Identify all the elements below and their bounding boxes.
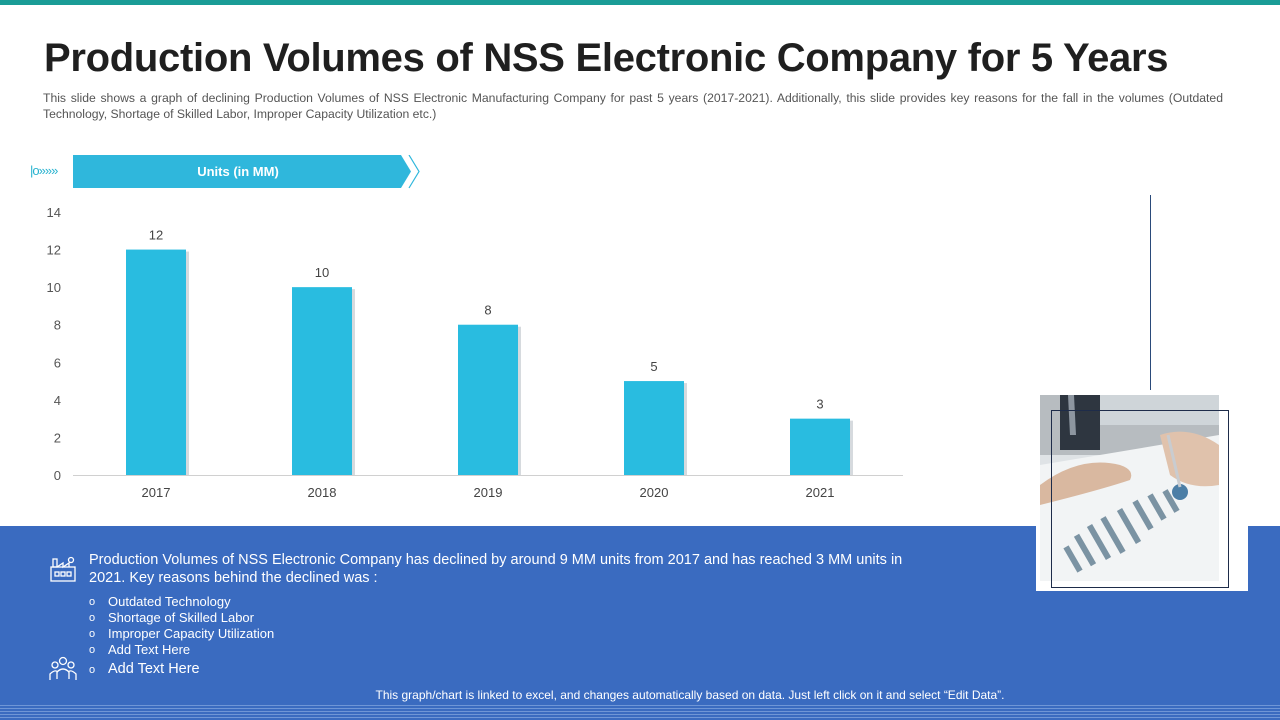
y-tick-label: 8 — [54, 318, 61, 333]
x-tick-label: 2017 — [142, 485, 171, 500]
bullet-marker: o — [89, 664, 96, 676]
footer-note: This graph/chart is linked to excel, and… — [375, 688, 1005, 702]
y-tick-label: 6 — [54, 355, 61, 370]
page-subtitle: This slide shows a graph of declining Pr… — [43, 91, 1223, 121]
list-item: o Outdated Technology — [89, 594, 274, 610]
list-item: o Add Text Here — [89, 642, 274, 658]
reason-text: Add Text Here — [108, 642, 191, 657]
factory-icon — [50, 556, 76, 582]
x-tick-label: 2020 — [640, 485, 669, 500]
units-marker: |o»»» — [30, 163, 58, 178]
reason-text: Shortage of Skilled Labor — [108, 610, 254, 625]
bullet-marker: o — [89, 644, 96, 656]
list-item: o Shortage of Skilled Labor — [89, 610, 274, 626]
bar[interactable] — [624, 381, 684, 475]
bottom-stripes — [0, 703, 1280, 720]
units-banner-shape — [73, 155, 420, 189]
x-tick-label: 2019 — [474, 485, 503, 500]
bar[interactable] — [292, 287, 352, 475]
business-photo — [1040, 395, 1219, 581]
y-tick-label: 10 — [47, 280, 61, 295]
units-label: Units (in MM) — [197, 164, 279, 179]
photo-outline — [1051, 410, 1229, 588]
reasons-list: o Outdated Technology o Shortage of Skille… — [89, 594, 274, 658]
people-icon — [49, 656, 77, 680]
bar[interactable] — [790, 418, 850, 475]
data-label: 12 — [149, 228, 163, 243]
bullet-marker: o — [89, 596, 96, 608]
bullet-marker: o — [89, 628, 96, 640]
y-tick-label: 4 — [54, 393, 61, 408]
extra-reason-text: Add Text Here — [108, 661, 200, 677]
bar[interactable] — [458, 324, 518, 475]
bar-chart[interactable]: 0 2 4 6 8 10 12 14 12 2017 10 2018 8 2019 5 2020 3 2021 — [0, 195, 920, 510]
top-accent-bar — [0, 0, 1280, 5]
y-tick-label: 0 — [54, 468, 61, 483]
page-title: Production Volumes of NSS Electronic Com… — [44, 36, 1169, 80]
bar[interactable] — [126, 249, 186, 475]
y-tick-label: 2 — [54, 430, 61, 445]
business-photo-illustration — [1040, 395, 1219, 581]
data-label: 5 — [650, 359, 657, 374]
reason-text: Outdated Technology — [108, 594, 231, 609]
data-label: 3 — [816, 397, 823, 412]
data-label: 10 — [315, 265, 329, 280]
bullet-marker: o — [89, 612, 96, 624]
y-tick-label: 14 — [47, 205, 61, 220]
summary-text: Production Volumes of NSS Electronic Com… — [89, 552, 903, 586]
list-item: o Improper Capacity Utilization — [89, 626, 274, 642]
extra-list-item: o Add Text Here — [89, 661, 200, 679]
reason-text: Improper Capacity Utilization — [108, 626, 275, 641]
x-tick-label: 2021 — [806, 485, 835, 500]
data-label: 8 — [484, 303, 491, 318]
x-tick-label: 2018 — [308, 485, 337, 500]
y-tick-label: 12 — [47, 243, 61, 258]
